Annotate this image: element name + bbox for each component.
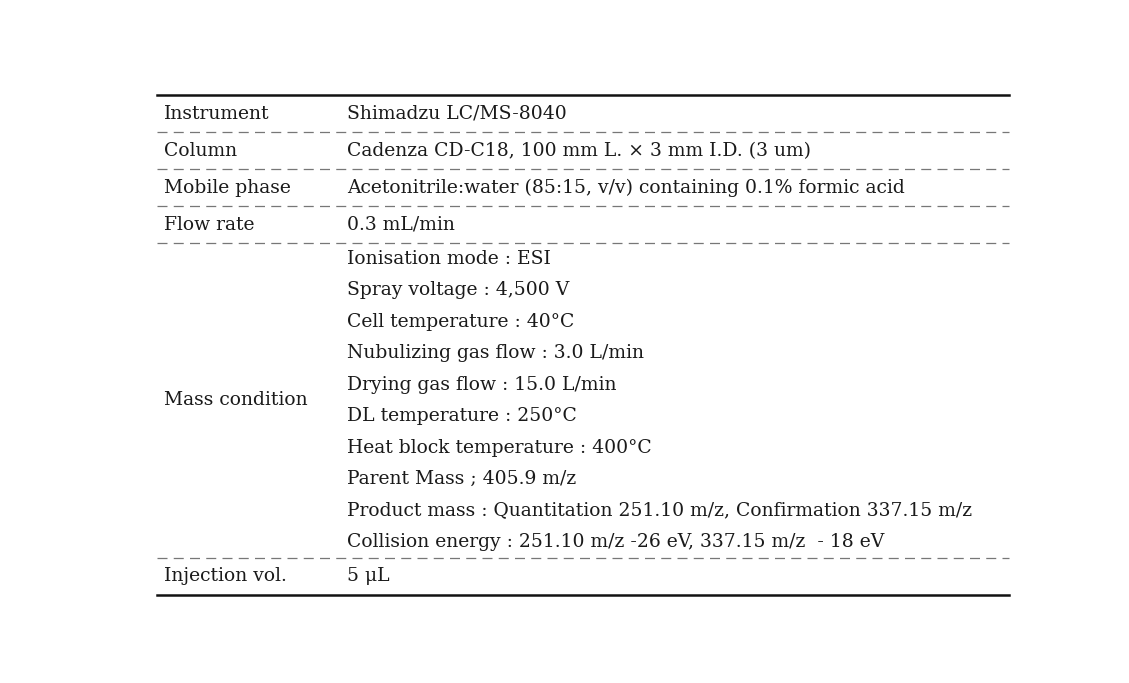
Text: 5 μL: 5 μL	[347, 567, 390, 585]
Text: Collision energy : 251.10 m/z -26 eV, 337.15 m/z  - 18 eV: Collision energy : 251.10 m/z -26 eV, 33…	[347, 533, 884, 551]
Text: Acetonitrile:water (85:15, v/v) containing 0.1% formic acid: Acetonitrile:water (85:15, v/v) containi…	[347, 178, 904, 197]
Text: Mobile phase: Mobile phase	[164, 179, 291, 197]
Text: Mass condition: Mass condition	[164, 391, 307, 409]
Text: Spray voltage : 4,500 V: Spray voltage : 4,500 V	[347, 281, 569, 299]
Text: Injection vol.: Injection vol.	[164, 567, 287, 585]
Text: Heat block temperature : 400°C: Heat block temperature : 400°C	[347, 438, 651, 457]
Text: Parent Mass ; 405.9 m/z: Parent Mass ; 405.9 m/z	[347, 470, 576, 488]
Text: Nubulizing gas flow : 3.0 L/min: Nubulizing gas flow : 3.0 L/min	[347, 344, 644, 362]
Text: Cadenza CD-C18, 100 mm L. × 3 mm I.D. (3 um): Cadenza CD-C18, 100 mm L. × 3 mm I.D. (3…	[347, 141, 811, 160]
Text: DL temperature : 250°C: DL temperature : 250°C	[347, 407, 577, 425]
Text: Column: Column	[164, 141, 237, 160]
Text: 0.3 mL/min: 0.3 mL/min	[347, 216, 455, 234]
Text: Product mass : Quantitation 251.10 m/z, Confirmation 337.15 m/z: Product mass : Quantitation 251.10 m/z, …	[347, 501, 972, 520]
Text: Flow rate: Flow rate	[164, 216, 254, 234]
Text: Ionisation mode : ESI: Ionisation mode : ESI	[347, 250, 551, 268]
Text: Shimadzu LC/MS-8040: Shimadzu LC/MS-8040	[347, 104, 567, 123]
Text: Drying gas flow : 15.0 L/min: Drying gas flow : 15.0 L/min	[347, 376, 616, 393]
Text: Instrument: Instrument	[164, 104, 270, 123]
Text: Cell temperature : 40°C: Cell temperature : 40°C	[347, 313, 575, 331]
